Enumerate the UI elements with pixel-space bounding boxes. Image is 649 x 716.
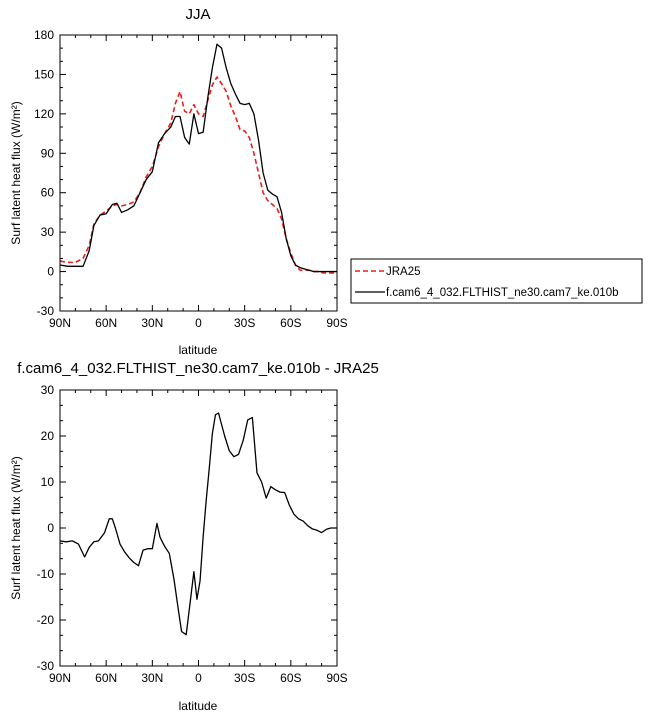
bottom-x-axis-label: latitude: [179, 699, 218, 713]
bottom-x-tick-label: 30S: [234, 671, 255, 685]
bottom-y-tick-label: 10: [41, 475, 55, 489]
bottom-series-line-0: [60, 412, 337, 636]
top-x-tick-label: 90S: [326, 316, 347, 330]
top-y-tick-label: 0: [47, 265, 54, 279]
top-x-tick-label: 60S: [280, 316, 301, 330]
legend: JRA25 f.cam6_4_032.FLTHIST_ne30.cam7_ke.…: [350, 258, 643, 304]
top-axis-ticks: 90N 60N 30N 0 30S 60S 90S -30 0 30 60 90 120 150 180: [34, 28, 348, 330]
top-y-tick-label: 60: [41, 186, 55, 200]
bottom-plot-area: 90N 60N 30N 0 30S 60S 90S -30 -20 -10 0 10 20 30: [37, 383, 348, 685]
top-chart-title: JJA: [185, 6, 210, 23]
top-y-tick-label: 150: [34, 67, 54, 81]
bottom-x-tick-label: 0: [195, 671, 202, 685]
top-plot-area: 90N 60N 30N 0 30S 60S 90S -30 0 30 60 90 120 150 180: [34, 28, 348, 330]
top-series-line-0: [60, 76, 337, 274]
legend-frame: [350, 258, 643, 304]
legend-label-jra25: JRA25: [386, 266, 421, 278]
top-y-tick-label: 180: [34, 28, 54, 42]
top-x-axis-label: latitude: [179, 343, 218, 357]
bottom-x-tick-label: 90N: [49, 671, 71, 685]
top-panel: JJA 90N 60N 30N 0 30S 60S 90S -30 0 30 60 90 120 150 1…: [9, 6, 643, 357]
bottom-y-axis-label: Surf latent heat flux (W/m²): [9, 456, 23, 599]
bottom-panel: f.cam6_4_032.FLTHIST_ne30.cam7_ke.010b -…: [9, 360, 379, 713]
bottom-x-tick-label: 60N: [95, 671, 117, 685]
top-y-tick-label: 30: [41, 225, 55, 239]
top-x-tick-label: 30S: [234, 316, 255, 330]
bottom-series-group: [60, 412, 337, 636]
top-y-tick-label: 90: [41, 146, 55, 160]
top-plot-frame: [59, 34, 338, 312]
top-y-tick-label: -30: [37, 304, 55, 318]
bottom-plot-frame: [59, 389, 338, 667]
bottom-y-tick-label: -30: [37, 659, 55, 673]
bottom-chart-title: f.cam6_4_032.FLTHIST_ne30.cam7_ke.010b -…: [17, 360, 379, 377]
bottom-y-tick-label: -20: [37, 613, 55, 627]
top-series-line-1: [60, 43, 337, 273]
top-x-tick-label: 90N: [49, 316, 71, 330]
bottom-axis-ticks: 90N 60N 30N 0 30S 60S 90S -30 -20 -10 0 10 20 30: [37, 383, 348, 685]
bottom-y-tick-label: 0: [47, 521, 54, 535]
top-y-tick-label: 120: [34, 107, 54, 121]
top-x-tick-label: 30N: [141, 316, 163, 330]
top-y-axis-label-text: Surf latent heat flux (W/m²): [9, 101, 23, 244]
bottom-y-axis-label-text: Surf latent heat flux (W/m²): [9, 456, 23, 599]
top-x-tick-label: 0: [195, 316, 202, 330]
bottom-x-tick-label: 60S: [280, 671, 301, 685]
bottom-y-tick-label: 30: [41, 383, 55, 397]
top-y-axis-label: Surf latent heat flux (W/m²): [9, 101, 23, 244]
bottom-y-tick-label: 20: [41, 429, 55, 443]
bottom-y-tick-label: -10: [37, 567, 55, 581]
bottom-x-tick-label: 90S: [326, 671, 347, 685]
legend-label-model: f.cam6_4_032.FLTHIST_ne30.cam7_ke.010b: [386, 287, 618, 299]
top-x-tick-label: 60N: [95, 316, 117, 330]
bottom-x-tick-label: 30N: [141, 671, 163, 685]
top-series-group: [60, 43, 337, 274]
